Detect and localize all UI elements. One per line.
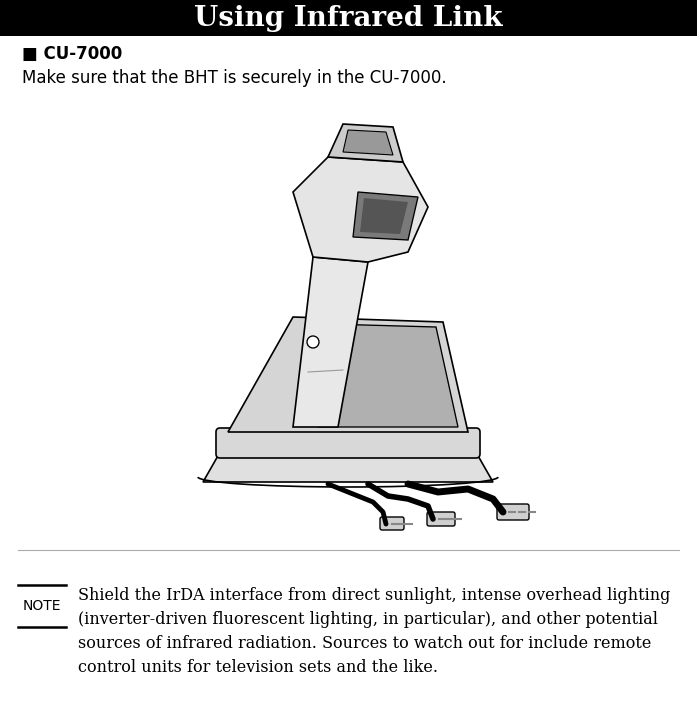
Text: Shield the IrDA interface from direct sunlight, intense overhead lighting
(inver: Shield the IrDA interface from direct su… — [78, 587, 671, 677]
FancyBboxPatch shape — [427, 512, 455, 526]
Polygon shape — [318, 324, 458, 427]
Circle shape — [307, 336, 319, 348]
Polygon shape — [328, 124, 403, 162]
Polygon shape — [228, 317, 468, 432]
Text: NOTE: NOTE — [23, 599, 61, 613]
Text: Using Infrared Link: Using Infrared Link — [194, 4, 503, 32]
FancyBboxPatch shape — [216, 428, 480, 458]
Polygon shape — [293, 257, 368, 427]
Polygon shape — [203, 447, 493, 482]
Polygon shape — [353, 192, 418, 240]
Polygon shape — [293, 157, 428, 262]
Polygon shape — [360, 198, 408, 234]
Bar — [0, 0, 697, 36]
Text: ■ CU-7000: ■ CU-7000 — [22, 45, 122, 63]
FancyBboxPatch shape — [380, 517, 404, 530]
FancyBboxPatch shape — [497, 504, 529, 520]
Polygon shape — [343, 130, 393, 155]
Text: Make sure that the BHT is securely in the CU-7000.: Make sure that the BHT is securely in th… — [22, 69, 447, 87]
